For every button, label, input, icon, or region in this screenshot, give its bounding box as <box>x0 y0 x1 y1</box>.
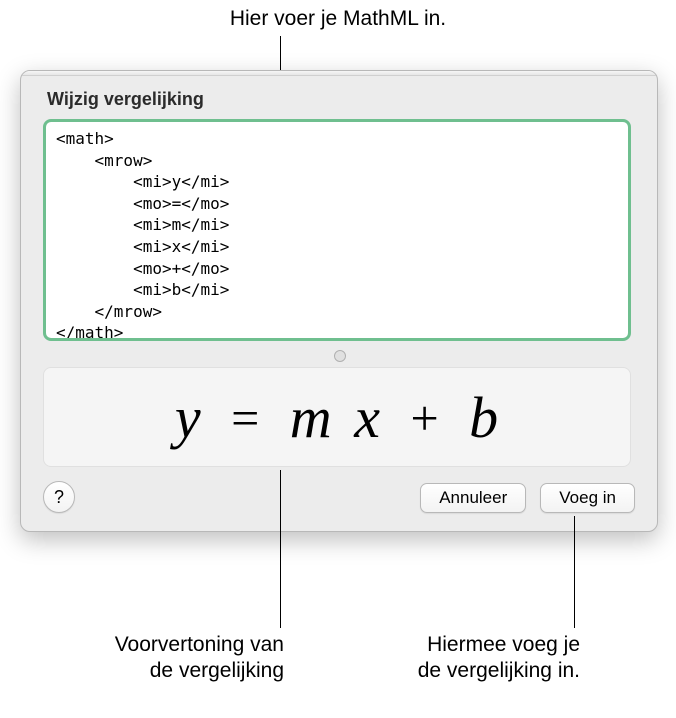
eq-term-y: y <box>175 385 202 450</box>
canvas: Hier voer je MathML in. Wijzig vergelijk… <box>0 0 676 718</box>
insert-button[interactable]: Voeg in <box>540 483 635 513</box>
equation-render: y = m x + b <box>175 384 499 451</box>
equation-preview: y = m x + b <box>43 367 631 467</box>
button-row: Annuleer Voeg in <box>420 483 635 513</box>
callout-bottom-right: Hiermee voeg je de vergelijking in. <box>366 632 580 685</box>
eq-term-m: m <box>290 385 333 450</box>
resize-handle[interactable] <box>334 350 346 362</box>
cancel-button[interactable]: Annuleer <box>420 483 526 513</box>
help-button[interactable]: ? <box>43 481 75 513</box>
eq-op-equals: = <box>217 390 274 446</box>
sheet-grab-bar <box>21 71 657 76</box>
callout-top: Hier voer je MathML in. <box>168 6 508 32</box>
equation-dialog: Wijzig vergelijking <math> <mrow> <mi>y<… <box>20 70 658 532</box>
mathml-input[interactable]: <math> <mrow> <mi>y</mi> <mo>=</mo> <mi>… <box>43 119 631 341</box>
eq-op-plus: + <box>396 390 453 446</box>
callout-bottom-left: Voorvertoning van de vergelijking <box>70 632 284 685</box>
callout-line-bottom-right <box>574 516 575 628</box>
dialog-title: Wijzig vergelijking <box>47 89 204 110</box>
callout-line-bottom-left <box>280 470 281 628</box>
eq-term-x: x <box>348 385 381 450</box>
eq-term-b: b <box>469 385 499 450</box>
